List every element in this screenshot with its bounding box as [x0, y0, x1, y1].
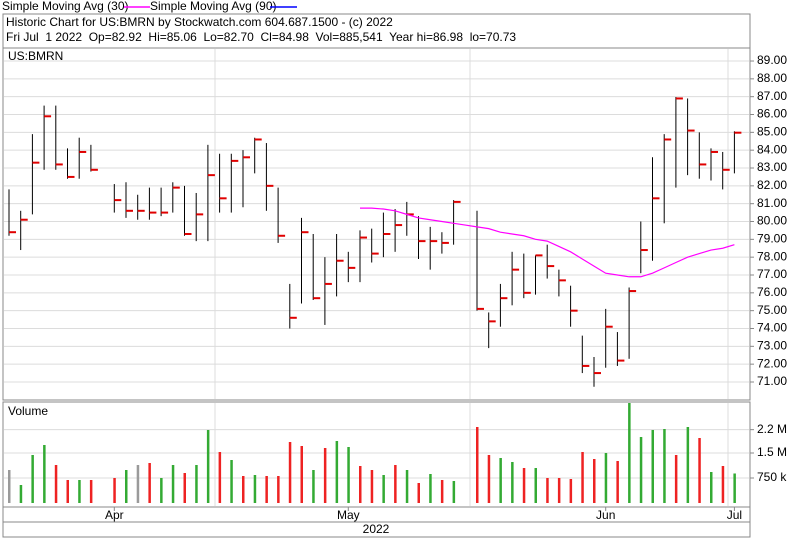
y-tick-label: 750 k — [757, 470, 787, 484]
legend-label: Simple Moving Avg (90) — [150, 0, 277, 13]
volume-bar — [312, 470, 315, 503]
chart-title: Historic Chart for US:BMRN by Stockwatch… — [6, 15, 393, 29]
x-tick-label: Jul — [727, 508, 742, 522]
volume-bar — [429, 474, 432, 503]
y-tick-label: 85.00 — [757, 125, 787, 139]
volume-bar — [440, 480, 444, 503]
volume-bar — [288, 442, 292, 503]
y-tick-label: 2.2 M — [757, 422, 787, 436]
chart-subtitle: Fri Jul 1 2022 Op=82.92 Hi=85.06 Lo=82.7… — [6, 30, 516, 44]
year-strip — [2, 521, 751, 538]
volume-bar — [277, 476, 280, 503]
volume-bar — [651, 430, 654, 503]
volume-bar — [78, 480, 81, 503]
volume-bar — [218, 452, 222, 503]
volume-bar — [616, 461, 619, 503]
volume-bar — [230, 460, 233, 503]
volume-bar — [628, 403, 631, 503]
volume-bar — [733, 473, 736, 503]
volume-bar — [253, 475, 257, 503]
volume-bar — [66, 480, 69, 503]
volume-bar — [546, 478, 549, 503]
volume-bar — [487, 455, 491, 503]
volume-bar — [242, 476, 245, 503]
y-tick-label: 81.00 — [757, 196, 787, 210]
volume-bar — [394, 465, 397, 503]
volume-bar — [195, 465, 198, 503]
volume-bar — [452, 481, 456, 503]
y-tick-label: 1.5 M — [757, 445, 787, 459]
volume-bar — [686, 427, 690, 503]
y-tick-label: 87.00 — [757, 89, 787, 103]
volume-bar — [499, 458, 502, 503]
y-tick-label: 71.00 — [757, 374, 787, 388]
volume-bar — [89, 480, 93, 503]
volume-bar — [335, 441, 339, 503]
volume-bar — [323, 448, 327, 503]
y-tick-label: 88.00 — [757, 71, 787, 85]
y-tick-label: 76.00 — [757, 285, 787, 299]
volume-bar — [721, 466, 725, 503]
volume-bar — [417, 483, 420, 503]
y-tick-label: 79.00 — [757, 232, 787, 246]
volume-bar — [113, 478, 116, 503]
volume-bar — [370, 470, 374, 503]
volume-bar — [663, 429, 666, 503]
y-tick-label: 75.00 — [757, 303, 787, 317]
volume-bar — [300, 446, 303, 503]
x-tick-label: May — [337, 508, 360, 522]
volume-bar — [581, 452, 584, 503]
volume-bar — [359, 466, 362, 503]
price-panel — [2, 47, 751, 401]
y-tick-label: 74.00 — [757, 321, 787, 335]
volume-bar — [136, 465, 140, 503]
volume-bar — [534, 468, 537, 503]
y-tick-label: 84.00 — [757, 142, 787, 156]
volume-bar — [698, 438, 701, 503]
volume-bar — [171, 465, 175, 503]
x-tick-label: Apr — [105, 508, 124, 522]
volume-bar — [710, 472, 713, 503]
x-axis-year: 2022 — [363, 522, 390, 536]
volume-title: Volume — [8, 404, 48, 418]
volume-bar — [8, 470, 11, 503]
volume-bar — [557, 478, 561, 503]
volume-bar — [31, 455, 34, 503]
y-tick-label: 82.00 — [757, 178, 787, 192]
volume-bar — [604, 453, 608, 503]
volume-bar — [54, 465, 58, 503]
volume-bar — [382, 475, 385, 503]
volume-bar — [639, 437, 643, 503]
volume-bar — [19, 485, 23, 503]
y-tick-label: 72.00 — [757, 356, 787, 370]
volume-bar — [43, 445, 46, 503]
y-tick-label: 89.00 — [757, 53, 787, 67]
y-tick-label: 73.00 — [757, 338, 787, 352]
header-box — [2, 13, 751, 49]
volume-bar — [569, 479, 573, 503]
volume-bar — [148, 463, 151, 503]
x-tick-label: Jun — [596, 508, 615, 522]
volume-bar — [206, 430, 210, 503]
volume-bar — [183, 473, 186, 503]
volume-bar — [674, 455, 678, 503]
volume-bar — [160, 478, 163, 503]
y-tick-label: 77.00 — [757, 267, 787, 281]
y-tick-label: 80.00 — [757, 214, 787, 228]
volume-bar — [405, 470, 409, 503]
legend-label: Simple Moving Avg (30) — [2, 0, 129, 13]
y-tick-label: 86.00 — [757, 107, 787, 121]
volume-bar — [476, 427, 479, 503]
volume-bar — [125, 470, 128, 503]
volume-bar — [511, 462, 514, 503]
y-tick-label: 78.00 — [757, 249, 787, 263]
symbol-label: US:BMRN — [8, 49, 63, 63]
volume-bar — [265, 476, 268, 503]
moving-average-line — [360, 207, 735, 278]
volume-bar — [522, 468, 526, 503]
volume-bar — [347, 447, 350, 503]
volume-bar — [593, 459, 596, 503]
y-tick-label: 83.00 — [757, 160, 787, 174]
